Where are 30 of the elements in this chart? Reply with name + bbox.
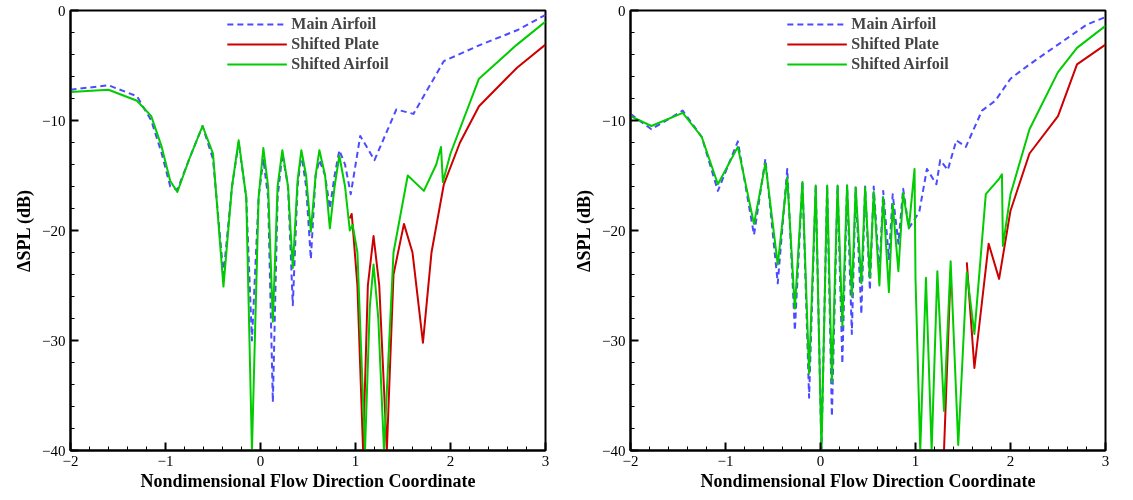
y-tick-label: −20 — [42, 222, 66, 239]
legend-label: Shifted Plate — [291, 35, 379, 53]
x-tick-label: 1 — [911, 452, 920, 469]
legend-label: Shifted Plate — [851, 35, 939, 53]
x-tick-label: 3 — [541, 452, 550, 469]
y-tick-label: −40 — [42, 442, 66, 459]
y-tick-label: 0 — [58, 2, 66, 19]
x-tick-label: −1 — [717, 452, 734, 469]
x-tick-label: 1 — [351, 452, 360, 469]
x-axis-title: Nondimensional Flow Direction Coordinate — [140, 470, 476, 491]
x-tick-label: 2 — [1006, 452, 1015, 469]
y-tick-label: −10 — [42, 112, 66, 129]
x-tick-label: 0 — [256, 452, 265, 469]
y-tick-label: −40 — [602, 442, 626, 459]
legend-label: Shifted Airfoil — [291, 55, 389, 73]
legend-label: Main Airfoil — [291, 15, 377, 33]
y-tick-label: −30 — [602, 332, 626, 349]
y-tick-label: −10 — [602, 112, 626, 129]
x-tick-label: −1 — [157, 452, 174, 469]
y-tick-label: −30 — [42, 332, 66, 349]
y-axis-title: ΔSPL (dB) — [574, 190, 596, 272]
x-tick-label: 3 — [1101, 452, 1110, 469]
legend-label: Shifted Airfoil — [851, 55, 949, 73]
x-axis-title: Nondimensional Flow Direction Coordinate — [700, 470, 1036, 491]
y-tick-label: −20 — [602, 222, 626, 239]
y-axis-title: ΔSPL (dB) — [14, 190, 36, 272]
x-tick-label: 0 — [816, 452, 825, 469]
y-tick-label: 0 — [618, 2, 626, 19]
x-tick-label: 2 — [446, 452, 455, 469]
legend-label: Main Airfoil — [851, 15, 937, 33]
